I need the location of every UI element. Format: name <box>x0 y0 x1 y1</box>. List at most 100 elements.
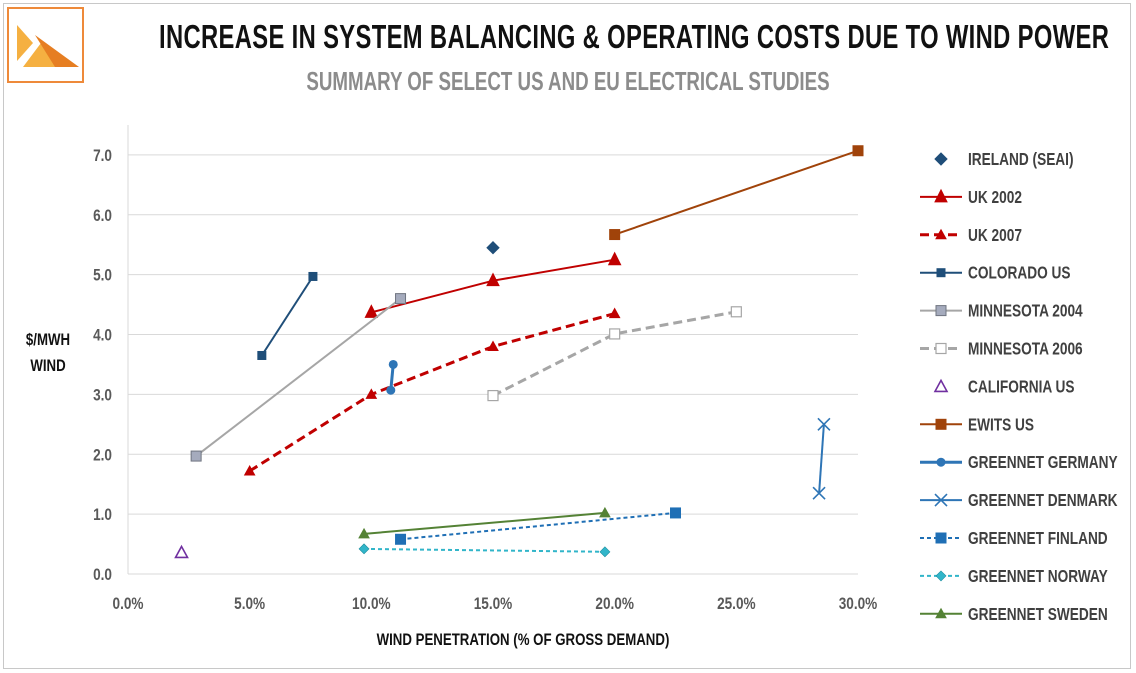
legend-marker <box>934 493 948 507</box>
legend-item: CALIFORNIA US <box>933 378 1075 397</box>
y-tick-label: 7.0 <box>93 147 112 166</box>
series-uk-2002 <box>364 251 622 318</box>
data-point <box>358 543 370 555</box>
legend-label: MINNESOTA 2004 <box>968 302 1083 321</box>
legend-marker <box>934 152 948 166</box>
x-tick-label: 10.0% <box>352 595 391 614</box>
legend-item: GREENNET SWEDEN <box>920 605 1108 624</box>
data-point <box>817 417 831 431</box>
series-california-us <box>174 544 189 559</box>
axes: 0.0 1.0 2.0 3.0 4.0 5.0 6.0 7.0 0.0% 5.0% 10.0% 15.… <box>93 125 878 614</box>
legend-label: UK 2007 <box>968 226 1022 245</box>
company-logo <box>7 7 84 83</box>
series-colorado-us <box>257 271 318 360</box>
series-line <box>400 511 676 541</box>
series-greennet-finland <box>395 507 681 545</box>
legend-item: COLORADO US <box>920 264 1071 283</box>
legend-marker <box>935 228 947 240</box>
y-tick-label: 1.0 <box>93 506 112 525</box>
y-tick-label: 4.0 <box>93 326 112 345</box>
data-point <box>395 533 407 545</box>
legend-item: EWITS US <box>920 416 1034 435</box>
series-uk-2007 <box>243 307 621 476</box>
chart-subtitle: SUMMARY OF SELECT US AND EU ELECTRICAL S… <box>306 66 830 96</box>
legend-label: COLORADO US <box>968 264 1071 283</box>
legend-item: GREENNET GERMANY <box>920 454 1118 473</box>
legend-item: IRELAND (SEAI) <box>934 150 1074 170</box>
y-axis-label: $/MWH <box>26 331 70 350</box>
legend-marker <box>935 418 947 430</box>
legend-label: GREENNET SWEDEN <box>968 605 1108 624</box>
legend-item: UK 2002 <box>920 188 1022 207</box>
legend-marker <box>936 457 946 467</box>
data-point <box>609 328 621 340</box>
legend-label: GREENNET GERMANY <box>968 454 1118 473</box>
y-tick-label: 6.0 <box>93 206 112 225</box>
legend-marker <box>935 570 947 582</box>
series-ewits-us <box>609 145 864 241</box>
data-point <box>730 306 742 318</box>
y-axis-label-line2: WIND <box>30 357 65 376</box>
x-tick-label: 5.0% <box>234 595 265 614</box>
legend-label: MINNESOTA 2006 <box>968 340 1083 359</box>
data-point <box>358 527 370 539</box>
series-minnesota-2006 <box>487 306 742 402</box>
y-tick-label: 0.0 <box>93 566 112 585</box>
legend-item: MINNESOTA 2006 <box>920 340 1083 359</box>
series-line <box>195 297 402 457</box>
chart-title: INCREASE IN SYSTEM BALANCING & OPERATING… <box>159 18 1110 55</box>
data-point <box>609 229 621 241</box>
series-greennet-germany <box>386 359 398 395</box>
legend-label: GREENNET DENMARK <box>968 491 1118 510</box>
legend-item: GREENNET DENMARK <box>920 491 1118 511</box>
data-point <box>257 350 267 360</box>
data-point <box>599 506 611 518</box>
x-tick-label: 0.0% <box>113 595 144 614</box>
data-point <box>487 389 499 402</box>
legend: IRELAND (SEAI) UK 2002 UK 2007 COLORADO US M… <box>920 150 1118 624</box>
y-tick-label: 5.0 <box>93 266 112 285</box>
x-tick-label: 25.0% <box>717 595 756 614</box>
x-tick-label: 15.0% <box>474 595 513 614</box>
legend-marker <box>936 268 946 278</box>
data-point <box>388 359 398 369</box>
data-point <box>608 307 621 319</box>
data-point <box>243 464 256 476</box>
data-point <box>365 388 378 399</box>
series-line <box>260 275 314 357</box>
gridlines <box>128 154 858 515</box>
legend-item: UK 2007 <box>920 226 1022 245</box>
data-point <box>607 251 622 266</box>
legend-item: GREENNET NORWAY <box>920 567 1108 586</box>
legend-marker <box>935 607 947 619</box>
legend-label: CALIFORNIA US <box>968 378 1075 397</box>
chart-frame <box>3 3 1131 669</box>
legend-marker <box>935 305 947 317</box>
x-axis-label: WIND PENETRATION (% OF GROSS DEMAND) <box>377 631 670 650</box>
y-tick-label: 3.0 <box>93 386 112 405</box>
series-line <box>818 424 825 494</box>
data-point <box>487 340 499 352</box>
series-line <box>492 310 737 397</box>
data-point <box>308 271 318 281</box>
series-greennet-sweden <box>358 506 611 539</box>
x-tick-label: 30.0% <box>839 595 878 614</box>
data-point <box>852 145 864 157</box>
series-minnesota-2004 <box>190 293 407 462</box>
series-layer <box>174 145 864 559</box>
series-line <box>363 511 605 535</box>
series-line <box>363 547 605 553</box>
data-point <box>386 385 396 395</box>
series-line <box>248 312 616 473</box>
logo-icon <box>17 25 79 67</box>
legend-marker <box>935 532 947 544</box>
series-line <box>614 149 859 236</box>
data-point <box>364 304 379 318</box>
series-ireland-seai <box>486 241 500 255</box>
legend-label: UK 2002 <box>968 188 1022 207</box>
data-point <box>486 241 500 255</box>
legend-marker <box>935 342 947 355</box>
data-point <box>812 486 826 500</box>
legend-item: GREENNET FINLAND <box>920 529 1108 549</box>
